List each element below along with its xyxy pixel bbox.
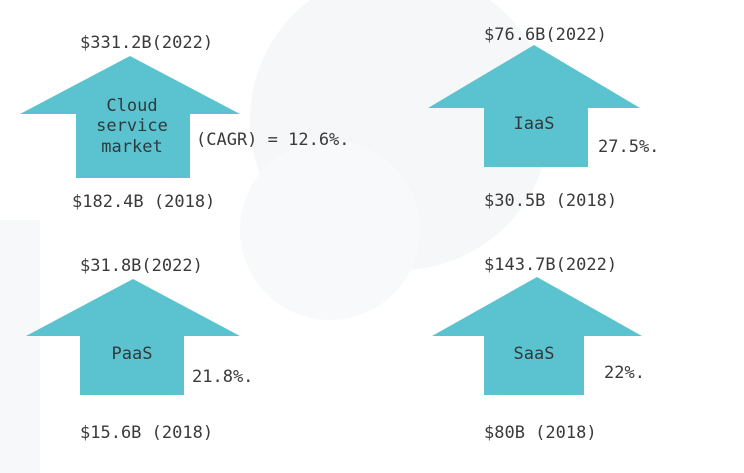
cloud-value-2018: $182.4B (2018) — [72, 192, 216, 212]
iaas-growth-rate: 27.5%. — [598, 137, 660, 157]
paas-growth-arrow-icon — [26, 279, 240, 395]
cloud-label-line-1: Cloud — [106, 96, 158, 116]
cloud-growth-rate: (CAGR) = 12.6%. — [196, 130, 350, 150]
iaas-growth-arrow-icon — [428, 45, 640, 167]
cloud-growth-arrow-icon — [20, 56, 240, 178]
paas-value-2018: $15.6B (2018) — [80, 423, 214, 443]
paas-value-2022: $31.8B(2022) — [80, 256, 203, 276]
saas-growth-rate: 22%. — [604, 363, 645, 383]
iaas-arrow-label: IaaS — [513, 114, 555, 134]
saas-value-2018: $80B (2018) — [484, 423, 597, 443]
cloud-label-line-3: market — [101, 136, 163, 157]
saas-growth-arrow-icon — [432, 277, 642, 395]
iaas-value-2018: $30.5B (2018) — [484, 191, 618, 211]
paas-arrow-label: PaaS — [111, 344, 153, 364]
iaas-value-2022: $76.6B(2022) — [484, 25, 607, 45]
cloud-value-2022: $331.2B(2022) — [80, 33, 214, 53]
paas-growth-rate: 21.8%. — [192, 367, 254, 387]
cloud-label-line-2: service — [96, 116, 168, 137]
cloud-arrow-label: Cloud service market — [76, 96, 188, 157]
saas-value-2022: $143.7B(2022) — [484, 255, 618, 275]
saas-arrow-label: SaaS — [513, 344, 555, 364]
